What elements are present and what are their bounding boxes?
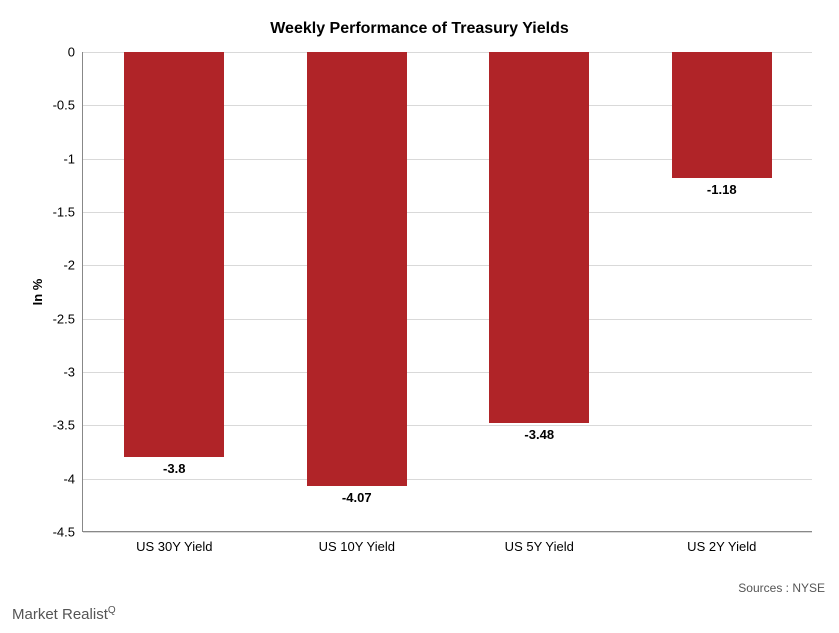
x-tick-label: US 2Y Yield	[687, 539, 756, 554]
y-tick-label: 0	[68, 45, 75, 60]
y-tick-label: -1.5	[53, 205, 75, 220]
x-tick-label: US 10Y Yield	[319, 539, 395, 554]
chart-title: Weekly Performance of Treasury Yields	[12, 12, 827, 46]
bar-value-label: -1.18	[707, 182, 737, 197]
bar-value-label: -3.48	[524, 427, 554, 442]
logo-mark: Q	[108, 605, 116, 616]
plot-area: 0-0.5-1-1.5-2-2.5-3-3.5-4-4.5-3.8US 30Y …	[82, 52, 812, 532]
y-tick-label: -2	[63, 258, 75, 273]
y-tick-label: -3	[63, 365, 75, 380]
logo: Market RealistQ	[12, 605, 116, 623]
bar	[124, 52, 224, 457]
grid-line	[83, 532, 812, 533]
chart-container: Weekly Performance of Treasury Yields In…	[12, 12, 827, 582]
bar	[489, 52, 589, 423]
logo-text: Market Realist	[12, 606, 108, 623]
y-tick-label: -2.5	[53, 311, 75, 326]
sources-text: Sources : NYSE	[738, 581, 825, 595]
bar	[307, 52, 407, 486]
grid-line	[83, 479, 812, 480]
bar	[672, 52, 772, 178]
bar-value-label: -3.8	[163, 461, 185, 476]
x-tick-label: US 5Y Yield	[505, 539, 574, 554]
bar-value-label: -4.07	[342, 490, 372, 505]
y-tick-label: -3.5	[53, 418, 75, 433]
x-tick-label: US 30Y Yield	[136, 539, 212, 554]
y-tick-label: -4.5	[53, 525, 75, 540]
y-tick-label: -4	[63, 471, 75, 486]
y-axis-label: In %	[30, 279, 45, 306]
y-tick-label: -0.5	[53, 98, 75, 113]
y-tick-label: -1	[63, 151, 75, 166]
